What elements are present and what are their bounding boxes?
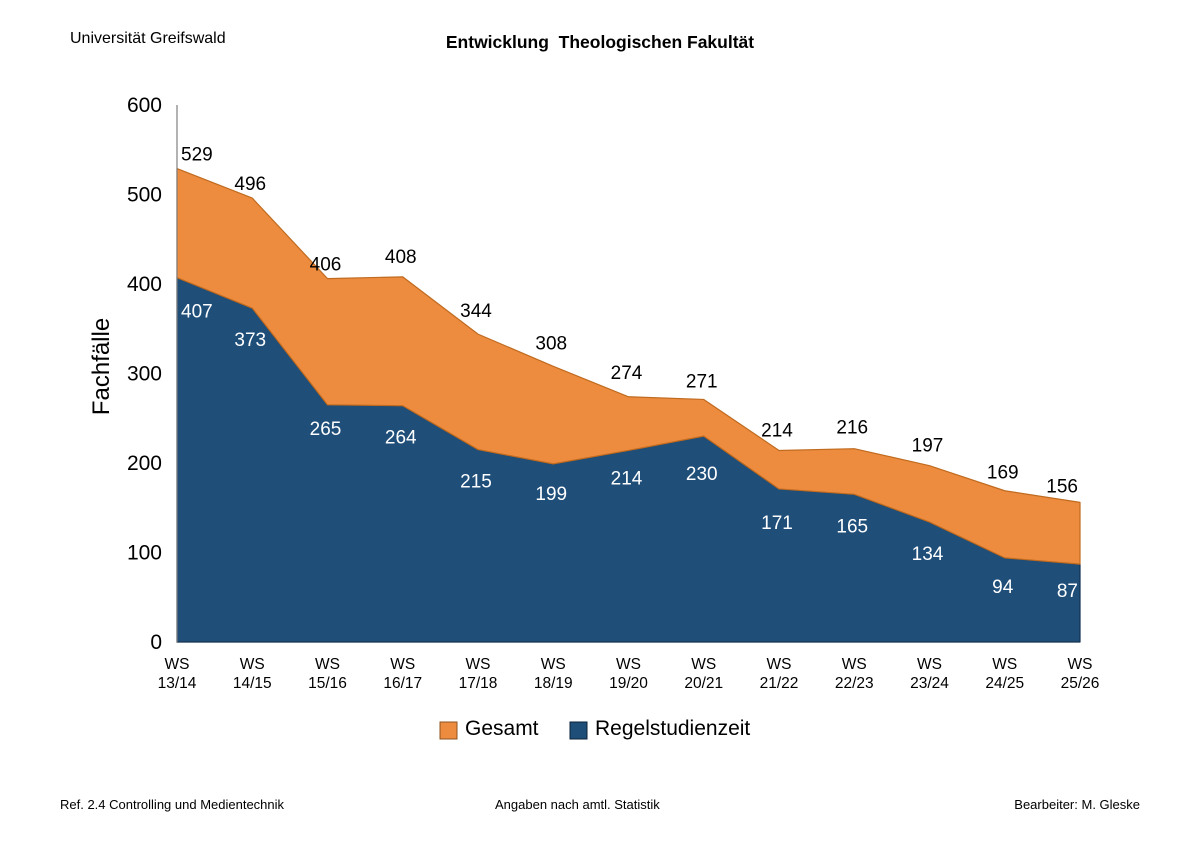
- svg-text:WS: WS: [992, 656, 1017, 673]
- svg-text:Gesamt: Gesamt: [465, 717, 539, 740]
- svg-text:300: 300: [127, 363, 162, 386]
- svg-text:265: 265: [310, 419, 342, 440]
- svg-text:WS: WS: [842, 656, 867, 673]
- svg-text:200: 200: [127, 452, 162, 475]
- svg-text:87: 87: [1057, 581, 1078, 602]
- svg-text:20/21: 20/21: [684, 675, 723, 692]
- svg-text:22/23: 22/23: [835, 675, 874, 692]
- svg-text:WS: WS: [691, 656, 716, 673]
- svg-text:197: 197: [912, 436, 944, 457]
- svg-text:100: 100: [127, 542, 162, 565]
- svg-text:23/24: 23/24: [910, 675, 949, 692]
- svg-text:15/16: 15/16: [308, 675, 347, 692]
- svg-text:WS: WS: [616, 656, 641, 673]
- svg-text:406: 406: [310, 255, 342, 276]
- svg-text:19/20: 19/20: [609, 675, 648, 692]
- svg-text:308: 308: [535, 333, 567, 354]
- svg-text:214: 214: [611, 468, 643, 489]
- svg-text:Regelstudienzeit: Regelstudienzeit: [595, 717, 750, 740]
- svg-text:WS: WS: [165, 656, 190, 673]
- svg-text:WS: WS: [767, 656, 792, 673]
- svg-text:199: 199: [535, 484, 567, 505]
- svg-text:134: 134: [912, 544, 944, 565]
- svg-text:400: 400: [127, 273, 162, 296]
- svg-text:407: 407: [181, 302, 213, 323]
- svg-text:WS: WS: [1068, 656, 1093, 673]
- svg-text:14/15: 14/15: [233, 675, 272, 692]
- svg-text:408: 408: [385, 247, 417, 268]
- svg-text:264: 264: [385, 428, 417, 449]
- svg-text:0: 0: [150, 631, 162, 654]
- svg-text:156: 156: [1046, 476, 1078, 497]
- svg-text:216: 216: [836, 418, 868, 439]
- svg-text:WS: WS: [917, 656, 942, 673]
- svg-text:215: 215: [460, 472, 492, 493]
- svg-text:WS: WS: [466, 656, 491, 673]
- svg-text:165: 165: [836, 516, 868, 537]
- svg-text:13/14: 13/14: [158, 675, 197, 692]
- svg-text:171: 171: [761, 513, 793, 534]
- svg-text:529: 529: [181, 145, 213, 166]
- svg-text:274: 274: [611, 363, 643, 384]
- svg-text:21/22: 21/22: [760, 675, 799, 692]
- svg-text:230: 230: [686, 464, 718, 485]
- svg-text:373: 373: [234, 330, 266, 351]
- svg-text:WS: WS: [541, 656, 566, 673]
- svg-text:344: 344: [460, 301, 492, 322]
- svg-text:214: 214: [761, 420, 793, 441]
- svg-text:25/26: 25/26: [1061, 675, 1100, 692]
- svg-text:24/25: 24/25: [985, 675, 1024, 692]
- svg-text:17/18: 17/18: [459, 675, 498, 692]
- svg-text:16/17: 16/17: [383, 675, 422, 692]
- svg-text:600: 600: [127, 94, 162, 117]
- svg-text:271: 271: [686, 371, 718, 392]
- svg-text:500: 500: [127, 184, 162, 207]
- svg-text:496: 496: [234, 174, 266, 195]
- svg-text:WS: WS: [390, 656, 415, 673]
- svg-text:WS: WS: [240, 656, 265, 673]
- svg-text:94: 94: [992, 577, 1014, 598]
- svg-text:WS: WS: [315, 656, 340, 673]
- svg-text:18/19: 18/19: [534, 675, 573, 692]
- svg-text:169: 169: [987, 463, 1019, 484]
- svg-text:Fachfälle: Fachfälle: [88, 318, 115, 415]
